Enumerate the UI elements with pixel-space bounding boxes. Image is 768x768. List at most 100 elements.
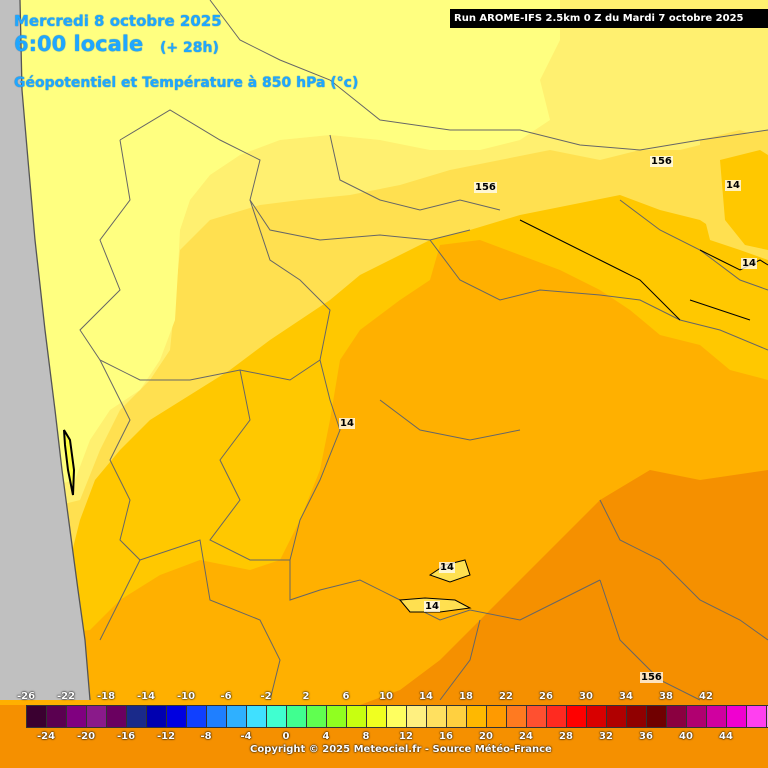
legend-swatch	[27, 706, 47, 727]
contour-label: 14	[339, 418, 355, 429]
run-info: Run AROME-IFS 2.5km 0 Z du Mardi 7 octob…	[450, 9, 768, 28]
legend-tick-top: 2	[302, 691, 310, 702]
legend-tick-top: -22	[56, 691, 76, 702]
lake-mark	[63, 429, 76, 496]
legend-tick-bottom: -20	[76, 731, 96, 742]
legend-swatch	[147, 706, 167, 727]
contour-label: 156	[650, 156, 673, 167]
legend-swatch	[407, 706, 427, 727]
legend-swatch	[167, 706, 187, 727]
legend-swatch	[127, 706, 147, 727]
legend-swatch	[507, 706, 527, 727]
legend-swatch	[207, 706, 227, 727]
legend-swatch	[307, 706, 327, 727]
legend-tick-top: -18	[96, 691, 116, 702]
legend-tick-top: -10	[176, 691, 196, 702]
legend-swatch	[667, 706, 687, 727]
legend-tick-top: -6	[220, 691, 232, 702]
legend-tick-top: 26	[539, 691, 553, 702]
contour-label: 14	[424, 601, 440, 612]
parameter-title: Géopotentiel et Température à 850 hPa (°…	[14, 75, 359, 91]
legend-tick-bottom: 0	[282, 731, 290, 742]
zone-pale-blob	[280, 35, 330, 70]
legend-tick-bottom: -4	[240, 731, 252, 742]
contour-label: 156	[640, 672, 663, 683]
legend-tick-bottom: 44	[719, 731, 733, 742]
zone-8-10	[0, 0, 560, 500]
legend-tick-top: 34	[619, 691, 633, 702]
legend-swatch	[467, 706, 487, 727]
legend-tick-bottom: 4	[322, 731, 330, 742]
forecast-time: 6:00 locale	[14, 32, 144, 56]
legend-swatch	[87, 706, 107, 727]
contour-label: 14	[439, 562, 455, 573]
legend-swatch	[747, 706, 767, 727]
contour-label: 14	[741, 258, 757, 269]
legend-swatch	[587, 706, 607, 727]
legend-tick-bottom: 28	[559, 731, 573, 742]
lake-4	[519, 219, 681, 321]
legend-swatch	[607, 706, 627, 727]
legend-swatch	[247, 706, 267, 727]
legend-tick-bottom: 32	[599, 731, 613, 742]
ocean	[0, 0, 90, 700]
legend-swatch	[387, 706, 407, 727]
contour-label: 14	[725, 180, 741, 191]
legend-tick-top: 18	[459, 691, 473, 702]
forecast-offset: (+ 28h)	[160, 40, 219, 56]
legend-swatch	[547, 706, 567, 727]
copyright-text: Copyright © 2025 Meteociel.fr - Source M…	[250, 744, 552, 755]
legend-swatch	[367, 706, 387, 727]
legend-swatch	[427, 706, 447, 727]
legend-tick-top: 30	[579, 691, 593, 702]
legend-tick-top: -14	[136, 691, 156, 702]
admin-borders	[79, 0, 768, 701]
legend-swatch	[327, 706, 347, 727]
legend-tick-bottom: 24	[519, 731, 533, 742]
legend-tick-bottom: 16	[439, 731, 453, 742]
legend-tick-bottom: 12	[399, 731, 413, 742]
legend-swatch	[527, 706, 547, 727]
legend-tick-bottom: -16	[116, 731, 136, 742]
legend-tick-top: 10	[379, 691, 393, 702]
legend-tick-bottom: 36	[639, 731, 653, 742]
legend-tick-bottom: -12	[156, 731, 176, 742]
coastline	[19, 0, 91, 701]
legend-swatch	[347, 706, 367, 727]
legend-swatch	[47, 706, 67, 727]
lake-3	[689, 249, 768, 321]
legend-swatch	[227, 706, 247, 727]
legend-tick-top: 22	[499, 691, 513, 702]
color-scale-bar	[26, 705, 768, 728]
legend-tick-top: 42	[699, 691, 713, 702]
legend-swatch	[627, 706, 647, 727]
legend-swatch	[447, 706, 467, 727]
legend-swatch	[187, 706, 207, 727]
legend-swatch	[687, 706, 707, 727]
legend-swatch	[707, 706, 727, 727]
legend-swatch	[67, 706, 87, 727]
forecast-date: Mercredi 8 octobre 2025	[14, 12, 222, 30]
legend-tick-bottom: -24	[36, 731, 56, 742]
legend-tick-bottom: -8	[200, 731, 212, 742]
legend-tick-bottom: 20	[479, 731, 493, 742]
legend-swatch	[567, 706, 587, 727]
zone-16-18-blob	[475, 315, 710, 500]
legend-swatch	[267, 706, 287, 727]
legend-swatch	[727, 706, 747, 727]
legend-tick-top: 14	[419, 691, 433, 702]
legend-tick-top: 6	[342, 691, 350, 702]
legend-swatch	[647, 706, 667, 727]
legend-tick-bottom: 8	[362, 731, 370, 742]
legend-tick-top: -26	[16, 691, 36, 702]
contour-label: 156	[474, 182, 497, 193]
legend-tick-top: 38	[659, 691, 673, 702]
legend-swatch	[107, 706, 127, 727]
legend-tick-bottom: 40	[679, 731, 693, 742]
zone-14-16-ne	[720, 150, 768, 250]
legend-tick-top: -2	[260, 691, 272, 702]
legend-swatch	[487, 706, 507, 727]
legend-swatch	[287, 706, 307, 727]
